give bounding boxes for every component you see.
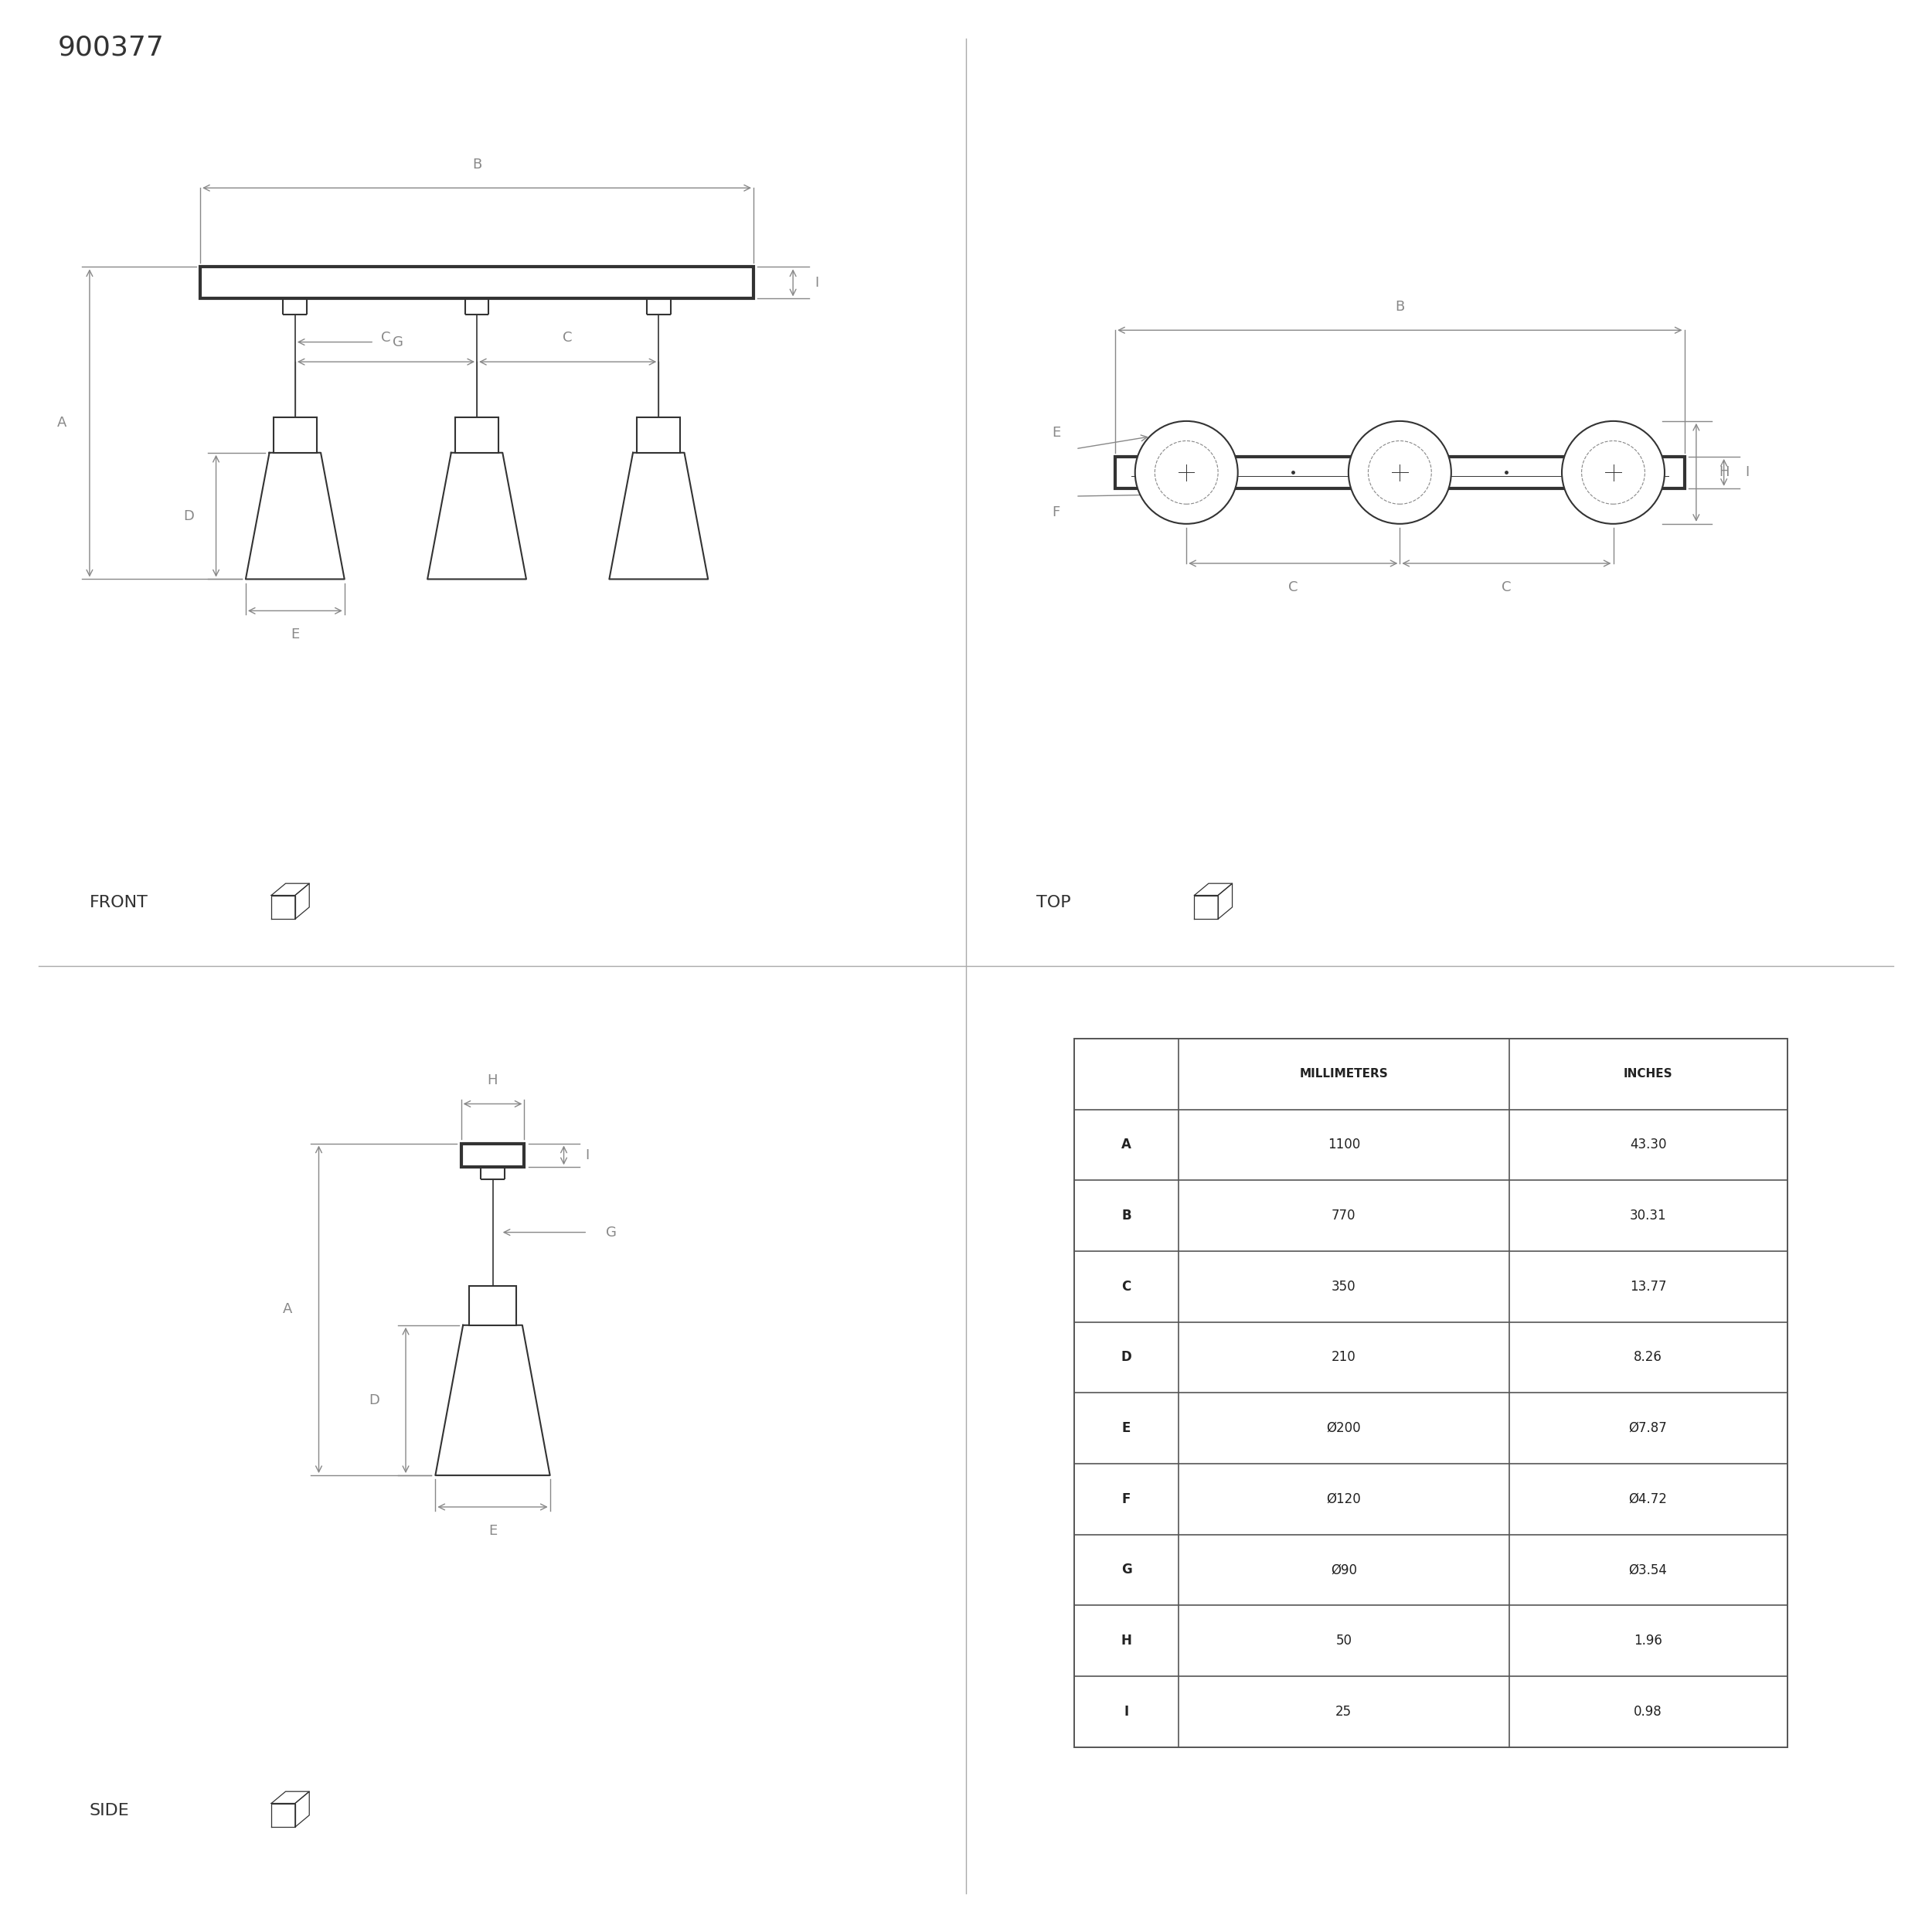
Circle shape <box>1136 421 1238 524</box>
Bar <box>456 417 498 452</box>
Text: B: B <box>1395 299 1405 313</box>
Text: SIDE: SIDE <box>89 1803 129 1818</box>
Text: B: B <box>471 156 481 172</box>
Text: I: I <box>585 1148 589 1163</box>
Text: H: H <box>1121 1634 1132 1648</box>
Text: I: I <box>1124 1704 1128 1718</box>
Text: 13.77: 13.77 <box>1631 1279 1665 1294</box>
Text: TOP: TOP <box>1036 895 1070 910</box>
Text: C: C <box>1289 580 1298 593</box>
Text: F: F <box>1053 504 1061 520</box>
Bar <box>201 267 753 299</box>
Text: INCHES: INCHES <box>1623 1068 1673 1080</box>
Text: 43.30: 43.30 <box>1631 1138 1665 1151</box>
Text: Ø7.87: Ø7.87 <box>1629 1422 1667 1435</box>
Text: FRONT: FRONT <box>89 895 149 910</box>
Text: C: C <box>1501 580 1511 593</box>
Circle shape <box>1349 421 1451 524</box>
Circle shape <box>1561 421 1665 524</box>
Text: C: C <box>562 330 572 346</box>
Text: 1100: 1100 <box>1327 1138 1360 1151</box>
Text: 0.98: 0.98 <box>1634 1704 1662 1718</box>
Text: 350: 350 <box>1331 1279 1356 1294</box>
Text: E: E <box>290 628 299 641</box>
Bar <box>272 417 317 452</box>
Bar <box>462 1144 524 1167</box>
Text: C: C <box>381 330 390 346</box>
Text: A: A <box>282 1302 292 1316</box>
Text: G: G <box>1121 1563 1132 1577</box>
Text: 25: 25 <box>1335 1704 1352 1718</box>
Text: Ø3.54: Ø3.54 <box>1629 1563 1667 1577</box>
Text: Ø120: Ø120 <box>1327 1492 1360 1505</box>
Text: MILLIMETERS: MILLIMETERS <box>1300 1068 1387 1080</box>
Text: 770: 770 <box>1331 1209 1356 1223</box>
Bar <box>638 417 680 452</box>
Text: 210: 210 <box>1331 1350 1356 1364</box>
Text: 8.26: 8.26 <box>1634 1350 1662 1364</box>
Text: D: D <box>1121 1350 1132 1364</box>
Text: B: B <box>1121 1209 1132 1223</box>
Bar <box>1115 456 1685 489</box>
Text: F: F <box>1122 1492 1130 1505</box>
Text: 50: 50 <box>1335 1634 1352 1648</box>
Text: 30.31: 30.31 <box>1629 1209 1667 1223</box>
Text: 900377: 900377 <box>58 35 164 62</box>
Text: Ø200: Ø200 <box>1327 1422 1360 1435</box>
Text: Ø90: Ø90 <box>1331 1563 1356 1577</box>
Text: E: E <box>489 1524 497 1538</box>
Text: G: G <box>392 334 404 350</box>
Text: E: E <box>1122 1422 1130 1435</box>
Text: A: A <box>58 415 68 431</box>
Text: D: D <box>369 1393 379 1406</box>
Bar <box>469 1285 516 1325</box>
Text: D: D <box>184 508 193 524</box>
Text: E: E <box>1051 425 1061 440</box>
Text: C: C <box>1122 1279 1130 1294</box>
Text: I: I <box>815 276 819 290</box>
Text: 1.96: 1.96 <box>1634 1634 1662 1648</box>
Text: Ø4.72: Ø4.72 <box>1629 1492 1667 1505</box>
Bar <box>1074 1039 1787 1747</box>
Text: G: G <box>607 1225 616 1238</box>
Text: H: H <box>1719 466 1729 479</box>
Text: A: A <box>1121 1138 1132 1151</box>
Text: H: H <box>487 1072 498 1088</box>
Text: I: I <box>1745 466 1750 479</box>
